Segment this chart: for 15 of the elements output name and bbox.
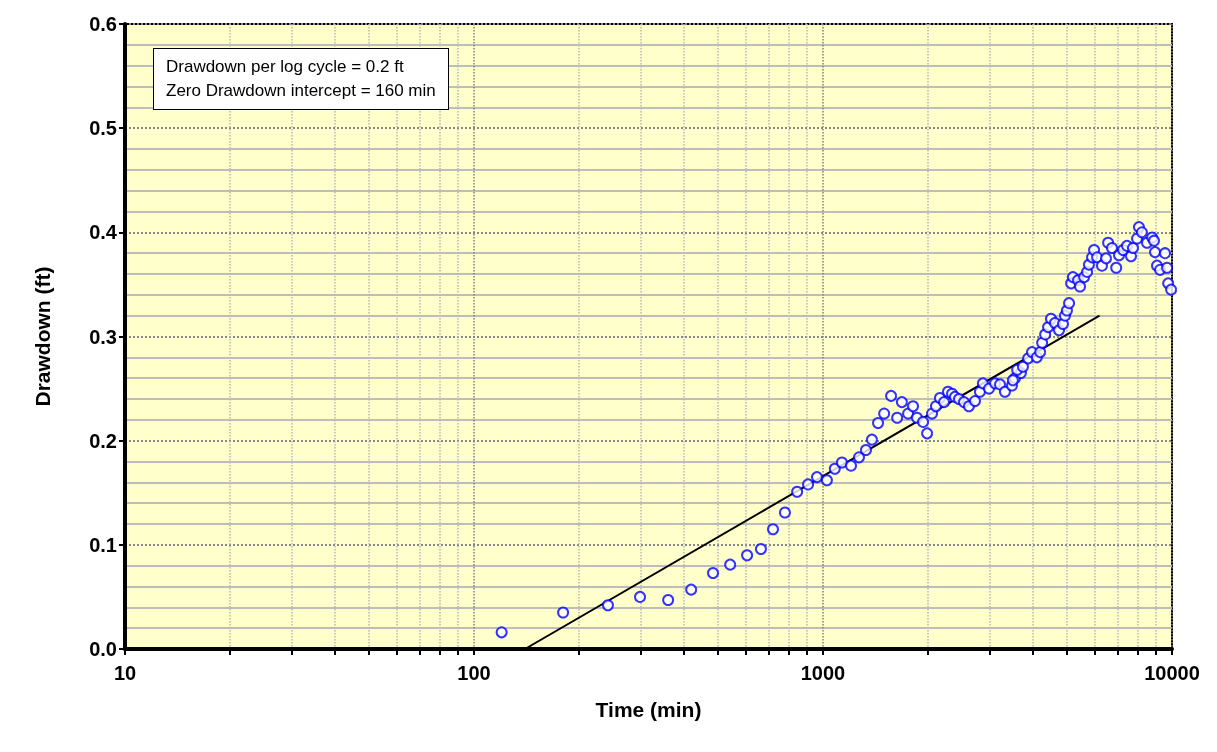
y-tick-label: 0.0 bbox=[89, 638, 117, 660]
x-tick-label: 10 bbox=[113, 662, 137, 684]
y-tick-label: 0.4 bbox=[89, 221, 118, 244]
x-tick-label: 10000 bbox=[1144, 662, 1200, 684]
y-axis-title: Drawdown (ft) bbox=[31, 266, 54, 407]
y-tick-label: 0.1 bbox=[89, 533, 117, 556]
y-tick-label: 0.3 bbox=[89, 325, 117, 348]
y-tick-label: 0.6 bbox=[89, 13, 117, 35]
annotation: Zero Drawdown intercept = 160 min bbox=[166, 80, 436, 102]
annotation: Drawdown per log cycle = 0.2 ft bbox=[166, 56, 405, 78]
x-tick-label: 100 bbox=[457, 662, 491, 684]
y-tick-label: 0.2 bbox=[89, 429, 117, 452]
x-tick-label: 1000 bbox=[800, 662, 846, 684]
x-axis-title: Time (min) bbox=[595, 698, 702, 721]
y-tick-label: 0.5 bbox=[89, 117, 117, 140]
